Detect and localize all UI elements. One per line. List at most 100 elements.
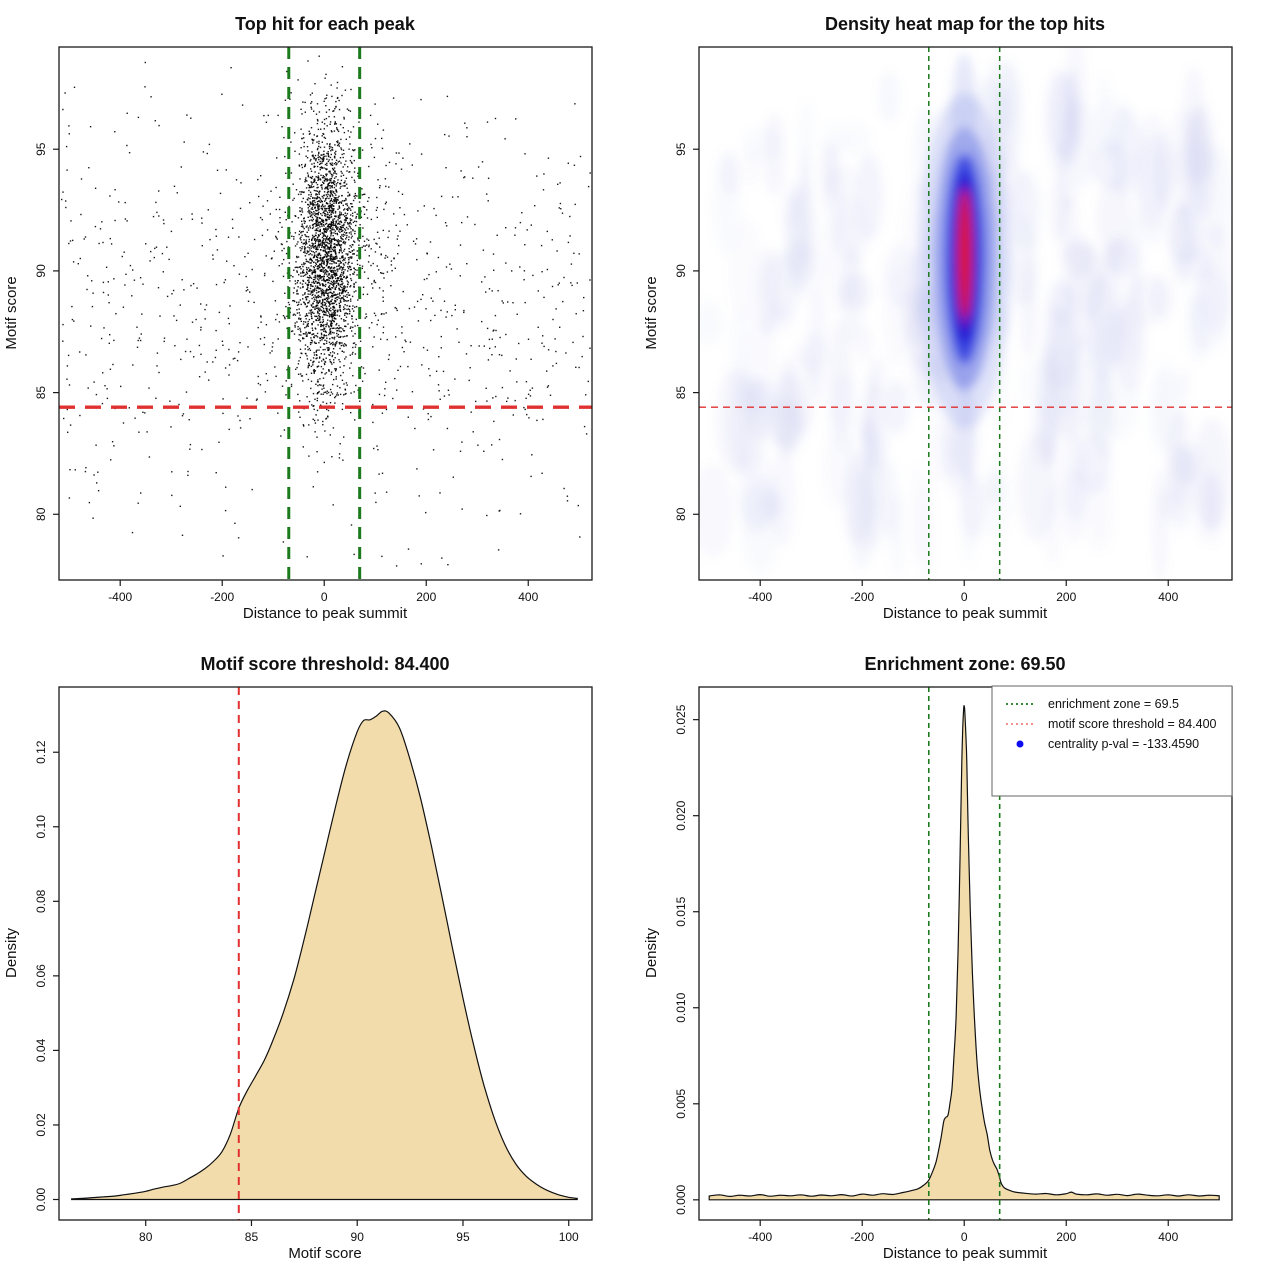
data-point xyxy=(299,282,302,284)
data-point xyxy=(316,282,318,284)
data-point xyxy=(332,192,334,194)
data-point xyxy=(318,224,320,226)
data-point xyxy=(321,121,323,123)
data-point xyxy=(311,273,313,275)
data-point xyxy=(318,152,320,155)
data-point xyxy=(329,185,332,187)
data-point xyxy=(347,300,350,302)
data-point xyxy=(303,321,305,323)
data-point xyxy=(308,261,310,263)
data-point xyxy=(328,206,331,208)
data-point xyxy=(67,354,70,357)
data-point xyxy=(277,231,280,233)
data-point xyxy=(316,349,318,351)
data-point xyxy=(322,377,325,379)
data-point xyxy=(370,143,372,146)
data-point xyxy=(170,230,173,233)
data-point xyxy=(317,154,319,156)
data-point xyxy=(320,404,322,406)
data-point xyxy=(296,282,298,284)
data-point xyxy=(428,273,430,276)
data-point xyxy=(310,211,312,213)
data-point xyxy=(221,93,223,95)
data-point xyxy=(315,296,317,298)
data-point xyxy=(71,305,73,308)
data-point xyxy=(315,342,317,344)
data-point xyxy=(335,220,338,222)
data-point xyxy=(322,239,324,242)
data-point xyxy=(331,181,334,184)
data-point xyxy=(302,101,304,103)
data-point xyxy=(350,227,352,230)
data-point xyxy=(335,303,338,306)
data-point xyxy=(284,316,286,318)
data-point xyxy=(294,232,297,234)
data-point xyxy=(366,244,368,246)
data-point xyxy=(309,341,312,344)
data-point xyxy=(375,209,378,211)
data-point xyxy=(322,325,324,327)
data-point xyxy=(341,342,343,344)
data-point xyxy=(311,323,313,326)
data-point xyxy=(295,189,298,191)
data-point xyxy=(315,305,318,307)
x-axis-label: Distance to peak summit xyxy=(883,1245,1048,1262)
data-point xyxy=(336,163,338,165)
data-point xyxy=(344,308,346,310)
data-point xyxy=(327,271,329,273)
data-point xyxy=(327,286,330,288)
data-point xyxy=(247,289,249,291)
data-point xyxy=(189,443,192,446)
data-point xyxy=(313,282,315,284)
data-point xyxy=(234,357,236,359)
data-point xyxy=(304,181,306,183)
data-point xyxy=(374,314,377,317)
data-point xyxy=(80,178,83,180)
data-point xyxy=(326,340,328,342)
data-point xyxy=(311,186,313,188)
data-point xyxy=(505,262,507,264)
data-point xyxy=(200,326,202,329)
data-point xyxy=(337,239,339,241)
data-point xyxy=(333,332,335,334)
data-point xyxy=(340,148,343,151)
data-point xyxy=(263,336,266,339)
data-point xyxy=(307,211,309,213)
data-point xyxy=(97,471,99,473)
data-point xyxy=(294,245,297,247)
data-point xyxy=(312,364,314,366)
data-point xyxy=(519,513,522,515)
data-point xyxy=(321,262,323,264)
data-point xyxy=(338,457,341,459)
data-point xyxy=(280,243,283,245)
data-point xyxy=(308,219,311,222)
data-point xyxy=(239,419,241,422)
data-point xyxy=(307,302,309,304)
data-point xyxy=(296,255,298,258)
data-point xyxy=(338,336,340,338)
data-point xyxy=(299,329,302,331)
data-point xyxy=(342,233,345,236)
data-point xyxy=(290,385,293,388)
data-point xyxy=(329,172,332,174)
data-point xyxy=(333,199,335,201)
data-point xyxy=(319,269,321,271)
data-point xyxy=(440,195,443,198)
data-point xyxy=(311,317,313,319)
data-point xyxy=(302,323,305,325)
data-point xyxy=(321,158,324,160)
data-point xyxy=(324,238,326,240)
data-point xyxy=(338,99,340,102)
data-point xyxy=(68,133,70,135)
data-point xyxy=(256,398,258,400)
data-point xyxy=(330,256,333,258)
data-point xyxy=(311,290,313,293)
data-point xyxy=(339,366,341,368)
data-point xyxy=(306,556,308,558)
data-point xyxy=(336,277,339,280)
data-point xyxy=(336,191,338,193)
data-point xyxy=(262,205,264,207)
data-point xyxy=(308,302,310,304)
data-point xyxy=(313,336,315,338)
